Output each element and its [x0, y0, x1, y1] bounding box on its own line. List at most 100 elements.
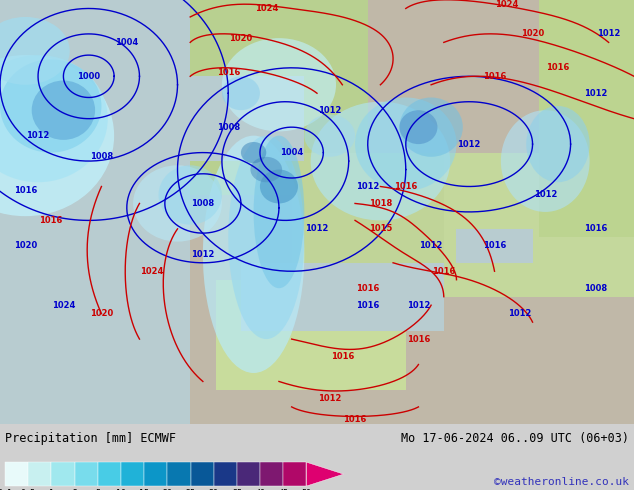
- Text: 1012: 1012: [191, 250, 214, 259]
- Text: 1015: 1015: [369, 224, 392, 233]
- Text: 1016: 1016: [394, 182, 417, 191]
- Text: 1016: 1016: [356, 284, 379, 293]
- Text: 1012: 1012: [306, 224, 328, 233]
- Text: 25: 25: [186, 489, 195, 490]
- Ellipse shape: [250, 157, 282, 182]
- Text: 1020: 1020: [90, 309, 113, 318]
- Bar: [241, 263, 444, 331]
- Text: 1016: 1016: [39, 216, 62, 225]
- Text: 0.5: 0.5: [21, 489, 36, 490]
- Text: 1024: 1024: [52, 301, 75, 310]
- Text: 1008: 1008: [585, 284, 607, 293]
- Text: Precipitation [mm] ECMWF: Precipitation [mm] ECMWF: [5, 432, 176, 445]
- Text: Mo 17-06-2024 06..09 UTC (06+03): Mo 17-06-2024 06..09 UTC (06+03): [401, 432, 629, 445]
- FancyBboxPatch shape: [0, 0, 634, 424]
- Text: 1016: 1016: [356, 301, 379, 310]
- Text: 1016: 1016: [547, 63, 569, 73]
- Text: 1016: 1016: [407, 335, 430, 343]
- Bar: [167, 462, 191, 486]
- Text: 1004: 1004: [115, 38, 138, 47]
- Text: 1: 1: [49, 489, 54, 490]
- Text: 1016: 1016: [483, 242, 506, 250]
- Text: 1020: 1020: [14, 242, 37, 250]
- Text: 1000: 1000: [77, 72, 100, 81]
- Text: 1012: 1012: [597, 29, 620, 38]
- Text: 1012: 1012: [27, 131, 49, 140]
- Text: 1024: 1024: [496, 0, 519, 9]
- Text: 20: 20: [162, 489, 172, 490]
- Text: 1012: 1012: [458, 140, 481, 148]
- Ellipse shape: [241, 142, 266, 163]
- Ellipse shape: [0, 59, 101, 152]
- Text: 1012: 1012: [534, 191, 557, 199]
- Text: 15: 15: [139, 489, 149, 490]
- Bar: [165, 0, 634, 424]
- Ellipse shape: [32, 80, 95, 140]
- Ellipse shape: [0, 55, 108, 182]
- Text: 40: 40: [255, 489, 265, 490]
- Bar: [283, 462, 306, 486]
- Bar: [29, 462, 51, 486]
- Text: 35: 35: [232, 489, 242, 490]
- Ellipse shape: [399, 110, 437, 144]
- Text: 1008: 1008: [191, 199, 214, 208]
- Text: 1012: 1012: [407, 301, 430, 310]
- Bar: [144, 462, 167, 486]
- Text: 1012: 1012: [356, 182, 379, 191]
- Text: 45: 45: [278, 489, 288, 490]
- Text: 1024: 1024: [141, 267, 164, 276]
- Text: 1016: 1016: [432, 267, 455, 276]
- Text: 1024: 1024: [255, 4, 278, 13]
- Ellipse shape: [228, 136, 304, 339]
- Ellipse shape: [203, 136, 304, 373]
- Text: 30: 30: [209, 489, 219, 490]
- Bar: [456, 229, 533, 263]
- Text: 1020: 1020: [521, 29, 544, 38]
- Text: 1012: 1012: [508, 309, 531, 318]
- Ellipse shape: [158, 165, 222, 224]
- Ellipse shape: [260, 170, 298, 203]
- Text: 50: 50: [302, 489, 311, 490]
- Bar: [292, 152, 482, 263]
- Text: 1018: 1018: [369, 199, 392, 208]
- Ellipse shape: [501, 110, 590, 212]
- Ellipse shape: [311, 102, 450, 220]
- Text: 1012: 1012: [318, 394, 341, 403]
- Text: 10: 10: [116, 489, 126, 490]
- Bar: [260, 462, 283, 486]
- Bar: [98, 462, 121, 486]
- Ellipse shape: [399, 98, 463, 157]
- Bar: [51, 462, 75, 486]
- Polygon shape: [306, 462, 344, 486]
- Text: 1008: 1008: [217, 122, 240, 132]
- Bar: [5, 462, 29, 486]
- Text: 2: 2: [72, 489, 77, 490]
- Text: 1016: 1016: [14, 186, 37, 195]
- Text: 1008: 1008: [90, 152, 113, 161]
- Bar: [190, 0, 368, 195]
- Ellipse shape: [526, 106, 590, 182]
- Text: ©weatheronline.co.uk: ©weatheronline.co.uk: [494, 477, 629, 487]
- Bar: [0, 0, 190, 424]
- Bar: [216, 280, 406, 390]
- Bar: [214, 462, 237, 486]
- Text: 1020: 1020: [230, 34, 252, 43]
- Text: 1012: 1012: [318, 106, 341, 115]
- Ellipse shape: [222, 38, 336, 131]
- Text: 0.1: 0.1: [0, 489, 13, 490]
- Ellipse shape: [355, 98, 456, 191]
- Bar: [191, 462, 214, 486]
- Text: 1016: 1016: [585, 224, 607, 233]
- Ellipse shape: [133, 165, 222, 242]
- Ellipse shape: [222, 76, 260, 110]
- Bar: [539, 0, 634, 237]
- Bar: [237, 462, 260, 486]
- Bar: [190, 76, 304, 161]
- Ellipse shape: [304, 115, 355, 157]
- Ellipse shape: [0, 17, 70, 85]
- Bar: [444, 152, 634, 297]
- Bar: [121, 462, 144, 486]
- Text: 1004: 1004: [280, 148, 303, 157]
- Text: 1016: 1016: [483, 72, 506, 81]
- Bar: [75, 462, 98, 486]
